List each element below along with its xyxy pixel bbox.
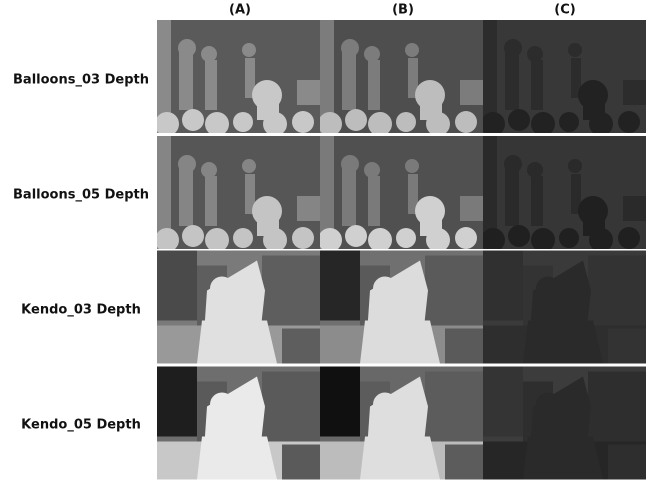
depth-map [483,250,646,364]
depth-map [483,366,646,480]
depth-map [157,136,320,249]
depth-map [320,250,483,364]
column-header: (B) [392,3,414,18]
depth-map [483,136,646,249]
row-label: Balloons_03 Depth [13,73,149,88]
row-label: Kendo_03 Depth [21,303,141,318]
row-label: Balloons_05 Depth [13,188,149,203]
depth-map [157,250,320,364]
depth-map [483,20,646,133]
depth-map [157,366,320,480]
depth-map [157,20,320,133]
depth-map [320,136,483,249]
depth-map [320,20,483,133]
column-header: (C) [554,3,575,18]
row-label: Kendo_05 Depth [21,418,141,433]
depth-map [320,366,483,480]
column-header: (A) [229,3,251,18]
